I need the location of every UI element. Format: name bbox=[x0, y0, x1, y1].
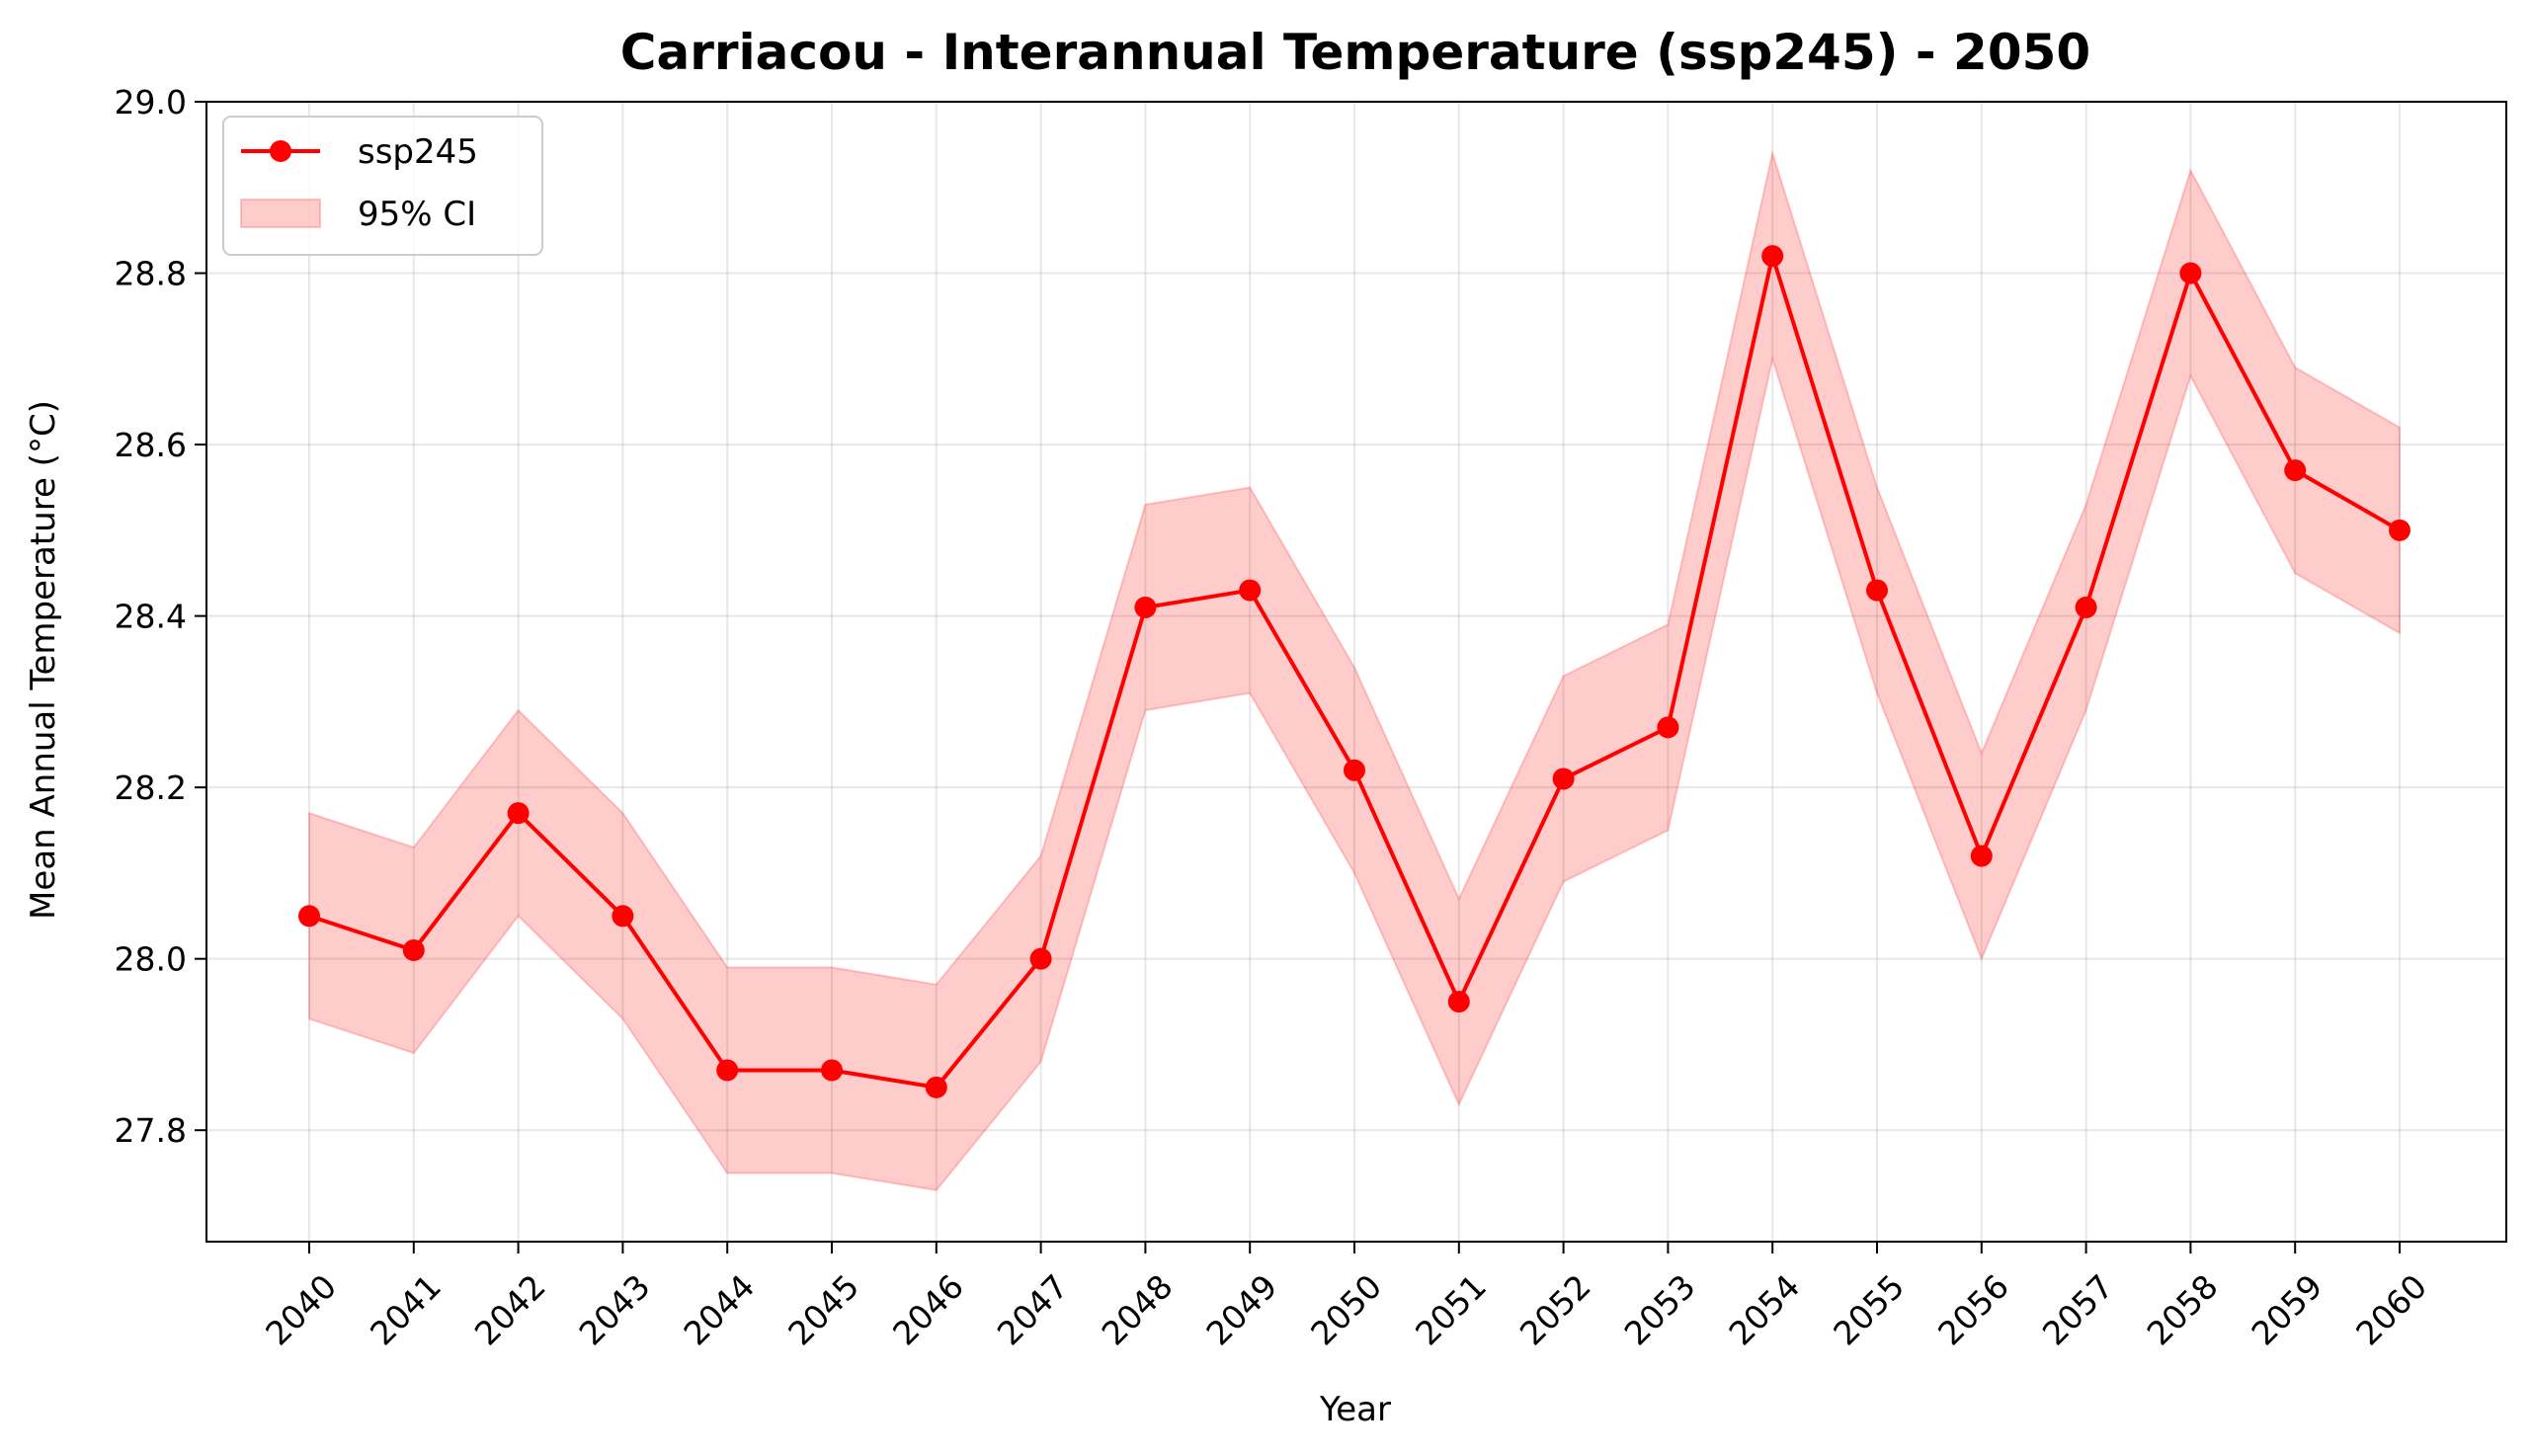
legend-ci-label: 95% CI bbox=[358, 195, 476, 234]
legend: ssp245 95% CI bbox=[222, 116, 543, 256]
x-tick-label: 2058 bbox=[2140, 1267, 2226, 1353]
data-point bbox=[507, 802, 530, 825]
y-tick-label: 28.0 bbox=[115, 940, 187, 979]
ci-band bbox=[308, 149, 2401, 1192]
y-tick-label: 28.4 bbox=[115, 598, 187, 636]
data-point bbox=[612, 905, 634, 928]
data-point bbox=[1447, 991, 1470, 1013]
data-point bbox=[925, 1076, 947, 1098]
legend-ci-swatch bbox=[240, 199, 321, 228]
chart-title: Carriacou - Interannual Temperature (ssp… bbox=[620, 24, 2090, 81]
legend-series-label: ssp245 bbox=[358, 132, 478, 172]
data-point bbox=[1552, 768, 1575, 790]
x-tick-label: 2046 bbox=[885, 1267, 971, 1353]
y-tick-label: 27.8 bbox=[115, 1111, 187, 1150]
y-axis-label: Mean Annual Temperature (°C) bbox=[24, 400, 63, 920]
x-tick-label: 2056 bbox=[1930, 1267, 2016, 1353]
x-tick-label: 2054 bbox=[1721, 1267, 1807, 1353]
x-tick-label: 2040 bbox=[258, 1267, 344, 1353]
data-point bbox=[1761, 245, 1784, 268]
x-tick-label: 2050 bbox=[1303, 1267, 1389, 1353]
x-tick-label: 2047 bbox=[990, 1267, 1076, 1353]
data-point bbox=[1970, 845, 1993, 867]
ci-band-layer bbox=[308, 149, 2401, 1192]
data-point bbox=[402, 938, 425, 961]
data-point bbox=[821, 1059, 843, 1082]
data-point bbox=[298, 905, 320, 928]
x-tick-label: 2048 bbox=[1095, 1267, 1181, 1353]
x-tick-label: 2042 bbox=[467, 1267, 553, 1353]
x-tick-label: 2059 bbox=[2244, 1267, 2329, 1353]
data-point bbox=[1029, 947, 1052, 970]
y-tick-label: 28.8 bbox=[115, 255, 187, 293]
y-ticks: 27.8 28.0 28.2 28.4 28.6 28.8 29.0 bbox=[115, 83, 206, 1150]
data-point bbox=[1134, 596, 1157, 618]
data-point bbox=[2389, 519, 2410, 541]
x-tick-label: 2041 bbox=[363, 1267, 449, 1353]
x-tick-label: 2057 bbox=[2035, 1267, 2121, 1353]
x-tick-label: 2043 bbox=[572, 1267, 658, 1353]
data-points bbox=[298, 245, 2410, 1098]
data-point bbox=[2075, 596, 2097, 618]
data-point bbox=[2179, 262, 2202, 284]
x-tick-label: 2053 bbox=[1617, 1267, 1703, 1353]
x-tick-label: 2049 bbox=[1198, 1267, 1284, 1353]
data-point bbox=[1657, 716, 1679, 739]
x-tick-label: 2060 bbox=[2348, 1267, 2434, 1353]
data-point bbox=[1866, 579, 1888, 602]
x-ticks: 2040 2041 2042 2043 2044 2045 2046 2047 2048 2049… bbox=[258, 1242, 2434, 1353]
x-tick-label: 2051 bbox=[1408, 1267, 1494, 1353]
x-tick-label: 2052 bbox=[1512, 1267, 1598, 1353]
x-tick-label: 2044 bbox=[676, 1267, 762, 1353]
x-tick-label: 2055 bbox=[1826, 1267, 1912, 1353]
axes bbox=[205, 101, 2507, 1243]
data-point bbox=[2284, 459, 2307, 482]
data-point bbox=[1344, 759, 1365, 781]
y-tick-label: 28.2 bbox=[115, 768, 187, 807]
y-tick-label: 29.0 bbox=[115, 83, 187, 121]
y-tick-label: 28.6 bbox=[115, 426, 187, 464]
x-tick-label: 2045 bbox=[780, 1267, 866, 1353]
grid bbox=[206, 101, 2506, 1242]
legend-marker-swatch bbox=[270, 140, 291, 162]
plot-frame bbox=[205, 101, 2507, 1243]
x-axis-label: Year bbox=[1319, 1390, 1391, 1429]
data-point bbox=[716, 1059, 739, 1082]
data-point bbox=[1239, 579, 1262, 602]
